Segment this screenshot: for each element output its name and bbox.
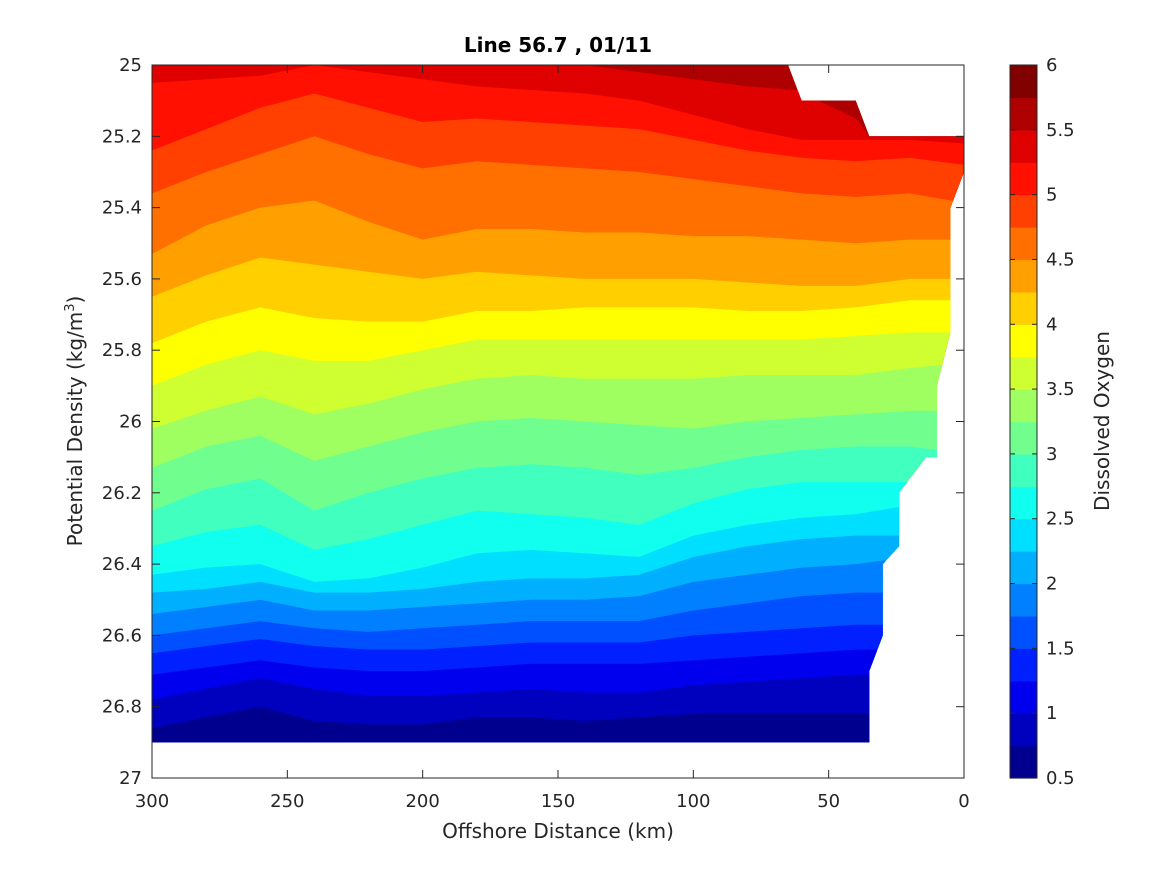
y-tick-label: 26.6	[102, 625, 142, 646]
colorbar-tick-label: 6	[1046, 55, 1057, 76]
y-tick-label: 25.8	[102, 340, 142, 361]
colorbar-tick-label: 1.5	[1046, 638, 1075, 659]
colorbar-band	[1010, 486, 1037, 520]
colorbar-band	[1010, 194, 1037, 228]
colorbar-band	[1010, 356, 1037, 390]
x-tick-label: 50	[817, 791, 840, 812]
y-tick-label: 27	[119, 768, 142, 789]
colorbar-tick-label: 5.5	[1046, 120, 1075, 141]
colorbar-band	[1010, 583, 1037, 617]
y-tick-label: 26	[119, 412, 142, 433]
colorbar-tick-label: 3	[1046, 444, 1057, 465]
colorbar-band	[1010, 65, 1037, 99]
contour-fill	[152, 65, 964, 743]
colorbar-label: Dissolved Oxygen	[1090, 331, 1114, 511]
colorbar-band	[1010, 551, 1037, 585]
x-tick-label: 150	[541, 791, 575, 812]
colorbar-tick-label: 1	[1046, 703, 1057, 724]
colorbar-band	[1010, 97, 1037, 131]
y-axis-ticks: 25 25.2 25.4 25.6 25.8 26 26.2 26.4 26.6 26.8 27	[102, 55, 964, 789]
y-axis-label-tail: )	[63, 296, 87, 304]
y-tick-label: 25.6	[102, 269, 142, 290]
x-tick-label: 250	[270, 791, 304, 812]
chart-title: Line 56.7 , 01/11	[464, 33, 652, 57]
y-tick-label: 25	[119, 55, 142, 76]
colorbar-bands	[1010, 65, 1037, 779]
colorbar-band	[1010, 453, 1037, 487]
colorbar-band	[1010, 162, 1037, 196]
colorbar-band	[1010, 259, 1037, 293]
y-axis-label: Potential Density (kg/m3)	[63, 296, 87, 547]
colorbar-ticks: 0.5 1 1.5 2 2.5 3 3.5 4 4.5 5 5.5 6	[1010, 55, 1075, 789]
colorbar-band	[1010, 713, 1037, 747]
y-tick-label: 26.2	[102, 483, 142, 504]
x-tick-label: 300	[135, 791, 169, 812]
x-axis-label: Offshore Distance (km)	[442, 819, 674, 843]
colorbar-band	[1010, 324, 1037, 358]
colorbar-band	[1010, 745, 1037, 779]
colorbar-tick-label: 4	[1046, 314, 1057, 335]
plot-area: 300 250 200 150 100 50 0 2525.225.425.625.8262…	[102, 55, 970, 812]
colorbar-tick-label: 4.5	[1046, 249, 1075, 270]
colorbar-tick-label: 2.5	[1046, 509, 1075, 530]
x-axis-ticks: 300 250 200 150 100 50 0	[135, 65, 970, 812]
y-tick-label: 26.8	[102, 697, 142, 718]
y-axis-label-main: Potential Density (kg/m	[63, 312, 87, 547]
colorbar-band	[1010, 421, 1037, 455]
y-tick-label: 25.4	[102, 198, 142, 219]
contour-band	[152, 706, 964, 743]
colorbar-frame	[1009, 64, 1038, 779]
colorbar-band	[1010, 615, 1037, 649]
colorbar-band	[1010, 227, 1037, 261]
colorbar-band	[1010, 389, 1037, 423]
colorbar-band	[1010, 291, 1037, 325]
x-tick-label: 100	[676, 791, 710, 812]
colorbar-tick-label: 5	[1046, 185, 1057, 206]
colorbar: 0.5 1 1.5 2 2.5 3 3.5 4 4.5 5 5.5 6	[1009, 55, 1075, 789]
colorbar-band	[1010, 680, 1037, 714]
y-axis-label-superscript: 3	[63, 303, 78, 311]
colorbar-band	[1010, 518, 1037, 552]
y-tick-label: 26.4	[102, 554, 142, 575]
x-tick-label: 200	[405, 791, 439, 812]
colorbar-band	[1010, 129, 1037, 163]
colorbar-tick-label: 2	[1046, 574, 1057, 595]
colorbar-band	[1010, 648, 1037, 682]
colorbar-tick-label: 3.5	[1046, 379, 1075, 400]
y-tick-label: 25.2	[102, 126, 142, 147]
x-tick-label: 0	[958, 791, 969, 812]
colorbar-tick-label: 0.5	[1046, 768, 1075, 789]
